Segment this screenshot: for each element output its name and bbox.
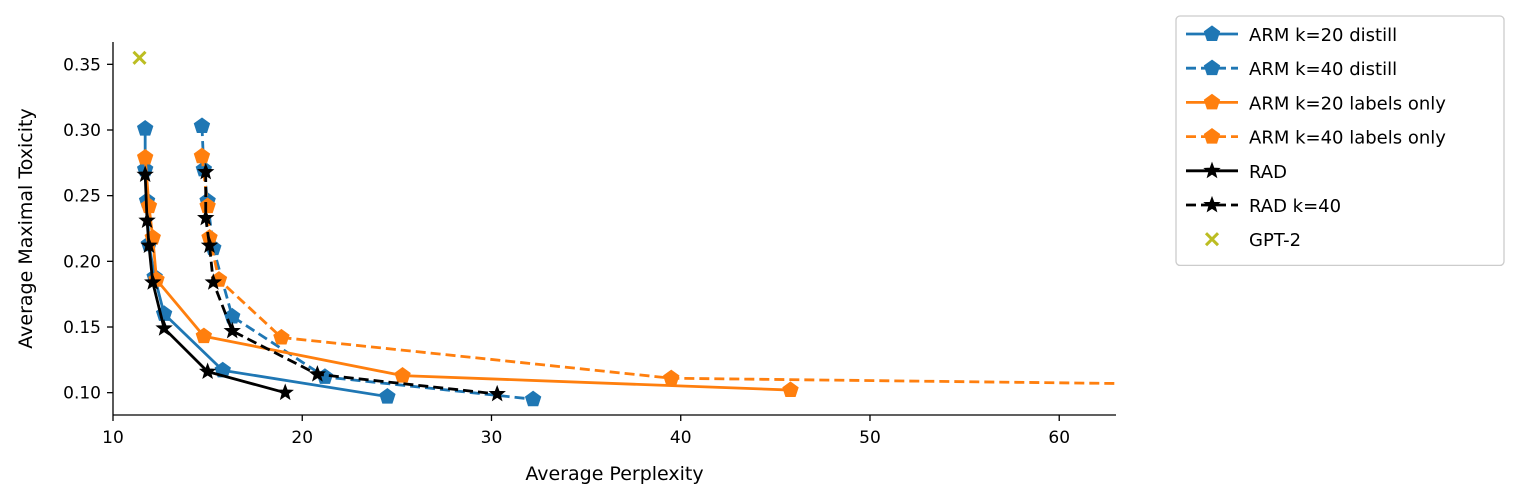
- legend-marker: [1203, 195, 1221, 213]
- legend-marker: [1203, 93, 1221, 110]
- x-axis-label: Average Perplexity: [525, 463, 703, 485]
- data-point-rad: [136, 165, 154, 183]
- x-tick-label: 20: [291, 428, 313, 448]
- legend-entry-gpt-2: GPT-2: [1204, 230, 1301, 251]
- x-marker-stroke: [132, 50, 147, 65]
- legend-label: RAD: [1249, 162, 1287, 183]
- y-tick-label: 0.10: [63, 384, 101, 404]
- series-arm-k-40-distill: [193, 117, 542, 407]
- data-point-rad-k-40: [204, 273, 222, 290]
- x-tick-label: 30: [481, 428, 503, 448]
- legend-entry-arm-k-40-distill: ARM k=40 distill: [1186, 59, 1397, 80]
- data-point-arm-k-40-labels-only: [199, 197, 216, 214]
- y-tick-label: 0.15: [63, 318, 101, 338]
- series-arm-k-20-labels-only: [136, 148, 799, 398]
- x-ticks: 10 20 30 40 50 60: [102, 415, 1070, 448]
- x-tick-label: 40: [670, 428, 692, 448]
- data-point-arm-k-40-labels-only: [193, 147, 211, 164]
- legend-label: ARM k=20 distill: [1249, 25, 1397, 46]
- legend-marker: [1203, 161, 1221, 179]
- legend-entry-arm-k-20-labels-only: ARM k=20 labels only: [1186, 93, 1446, 114]
- legend-entry-arm-k-20-distill: ARM k=20 distill: [1186, 25, 1397, 46]
- data-point-arm-k-20-labels-only: [195, 327, 213, 344]
- data-point-rad-k-40: [308, 365, 327, 382]
- legend-marker: [1203, 59, 1221, 76]
- x-tick-label: 50: [859, 428, 881, 448]
- y-tick-label: 0.30: [63, 121, 101, 141]
- data-point-arm-k-20-labels-only: [136, 148, 154, 165]
- data-point-rad: [138, 211, 156, 229]
- series-line-rad-k-40: [204, 172, 498, 396]
- data-point-arm-k-40-distill: [524, 390, 542, 407]
- legend-label: ARM k=40 distill: [1249, 59, 1397, 80]
- data-point-rad-k-40: [197, 208, 215, 226]
- legend-label: GPT-2: [1249, 230, 1301, 251]
- data-point-rad-k-40: [200, 236, 219, 253]
- data-point-rad: [140, 236, 158, 253]
- series-arm-k-40-labels-only: [193, 147, 1116, 386]
- series-arm-k-20-distill: [136, 120, 396, 404]
- data-point-arm-k-40-distill: [193, 117, 211, 134]
- y-axis-label: Average Maximal Toxicity: [15, 108, 37, 348]
- series-gpt-2: [132, 50, 147, 65]
- legend: ARM k=20 distill ARM k=40 distill ARM k=20…: [1175, 15, 1505, 267]
- legend-marker: [1203, 25, 1221, 41]
- series-line-arm-k-40-labels-only: [200, 156, 1116, 385]
- plot-area: [132, 50, 1116, 407]
- data-point-rad: [276, 383, 294, 401]
- data-point-rad: [155, 319, 173, 336]
- series-line-arm-k-20-distill: [143, 128, 388, 398]
- y-ticks: 0.10 0.15 0.20 0.25 0.30 0.35: [63, 55, 113, 404]
- x-tick-label: 60: [1048, 428, 1070, 448]
- legend-label: RAD k=40: [1249, 196, 1341, 217]
- data-point-rad-k-40: [488, 384, 506, 402]
- legend-label: ARM k=20 labels only: [1249, 93, 1446, 114]
- legend-entry-rad-k-40: RAD k=40: [1186, 195, 1341, 217]
- legend-entry-rad: RAD: [1186, 161, 1287, 183]
- data-point-arm-k-40-labels-only: [273, 328, 290, 345]
- legend-marker: [1203, 127, 1221, 144]
- legend-entry-arm-k-40-labels-only: ARM k=40 labels only: [1186, 128, 1446, 149]
- data-point-rad-k-40: [197, 162, 215, 180]
- legend-label: ARM k=40 labels only: [1249, 128, 1446, 149]
- y-tick-label: 0.20: [63, 252, 101, 272]
- data-point-arm-k-20-labels-only: [782, 381, 799, 398]
- data-point-rad-k-40: [223, 321, 241, 339]
- series-rad-k-40: [197, 162, 506, 402]
- data-point-arm-k-20-labels-only: [394, 366, 411, 383]
- y-tick-label: 0.35: [63, 55, 101, 75]
- legend-frame: [1175, 15, 1505, 267]
- data-point-arm-k-20-distill: [379, 387, 396, 404]
- series-rad: [136, 165, 294, 401]
- legend-marker: [1204, 232, 1220, 247]
- x-tick-label: 10: [102, 428, 124, 448]
- x-marker-stroke: [1204, 232, 1220, 247]
- data-point-rad: [144, 273, 162, 290]
- y-tick-label: 0.25: [63, 187, 101, 207]
- axes: [112, 42, 1116, 416]
- data-point-gpt-2: [132, 50, 147, 65]
- data-point-rad: [198, 362, 217, 380]
- series-line-arm-k-20-labels-only: [143, 157, 791, 392]
- data-point-arm-k-20-distill: [136, 120, 154, 136]
- data-point-arm-k-40-labels-only: [663, 369, 680, 386]
